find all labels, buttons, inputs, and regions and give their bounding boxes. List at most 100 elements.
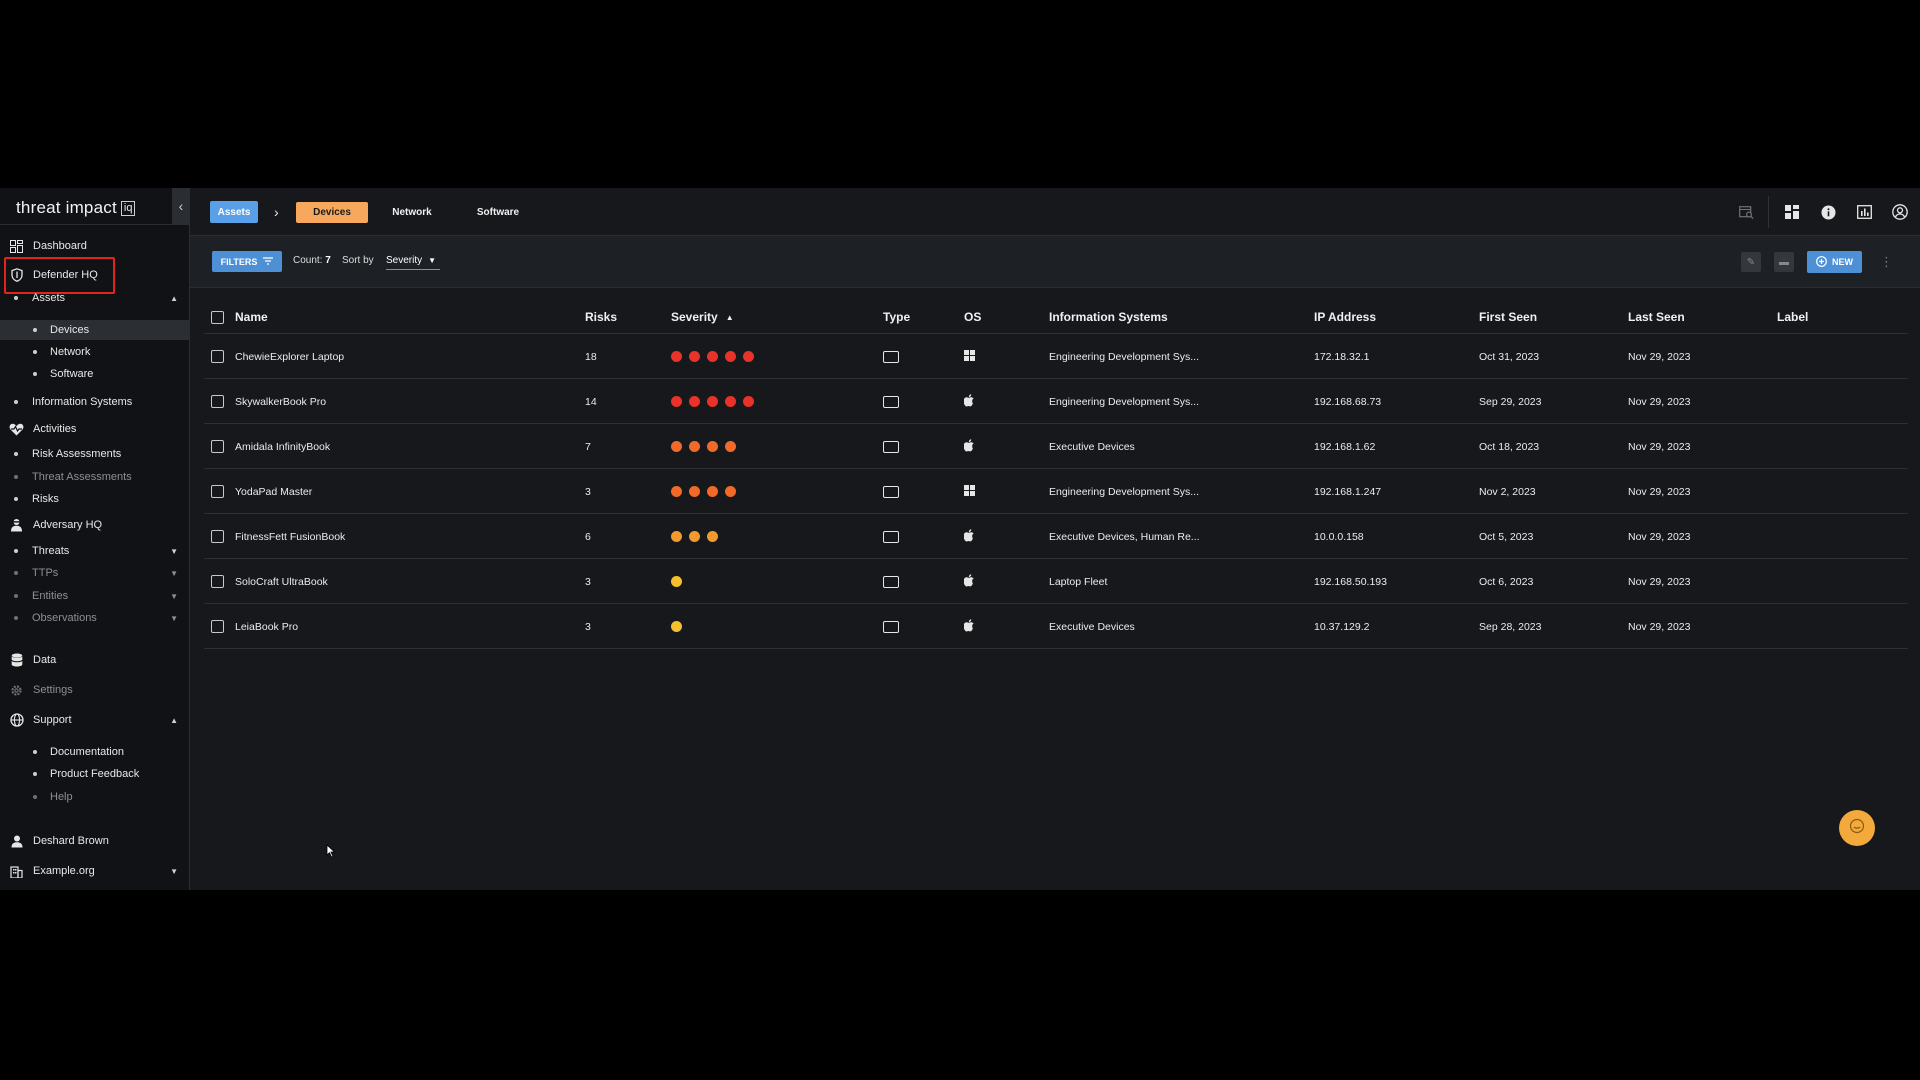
calendar-search-icon[interactable]: [1736, 202, 1756, 222]
cell-information-systems: Executive Devices: [1049, 620, 1135, 633]
cell-os: [963, 514, 975, 559]
sidebar-item-defender-hq[interactable]: Defender HQ: [0, 265, 190, 285]
table-row[interactable]: LeiaBook Pro 3 Executive Devices 10.37.129.…: [204, 604, 1908, 649]
sidebar-item-adversary-hq[interactable]: Adversary HQ: [0, 515, 190, 535]
column-header-os[interactable]: OS: [964, 310, 982, 324]
sidebar-item-threats[interactable]: Threats ▼: [0, 542, 190, 560]
table-row[interactable]: YodaPad Master 3 Engineering Development S…: [204, 469, 1908, 514]
shield-icon: [9, 268, 24, 283]
tab-network[interactable]: Network: [392, 207, 432, 218]
plus-circle-icon: [1816, 255, 1827, 269]
table-row[interactable]: ChewieExplorer Laptop 18 Engineering Devel…: [204, 334, 1908, 379]
sidebar-item-label: Risks: [32, 493, 59, 505]
grid-view-icon[interactable]: [1782, 202, 1802, 222]
account-circle-icon[interactable]: [1890, 202, 1910, 222]
sidebar-item-devices[interactable]: Devices: [0, 320, 190, 340]
column-header-type[interactable]: Type: [883, 310, 911, 324]
info-icon[interactable]: [1818, 202, 1838, 222]
table-row[interactable]: SkywalkerBook Pro 14 Engineering Developme…: [204, 379, 1908, 424]
sidebar-item-ttps[interactable]: TTPs ▼: [0, 564, 190, 582]
sidebar-item-dashboard[interactable]: Dashboard: [0, 236, 190, 256]
table-row[interactable]: Amidala InfinityBook 7 Executive Devices 19…: [204, 424, 1908, 469]
column-header-information-systems[interactable]: Information Systems: [1049, 310, 1168, 324]
table-row[interactable]: SoloCraft UltraBook 3 Laptop Fleet 192.168.…: [204, 559, 1908, 604]
row-checkbox[interactable]: [211, 334, 224, 379]
sidebar-item-activities[interactable]: Activities: [0, 419, 190, 439]
sidebar-item-help[interactable]: Help: [0, 788, 190, 806]
sidebar-item-label: Information Systems: [32, 396, 133, 408]
row-checkbox[interactable]: [211, 514, 224, 559]
sidebar-item-entities[interactable]: Entities ▼: [0, 587, 190, 605]
sidebar-item-product-feedback[interactable]: Product Feedback: [0, 765, 190, 783]
tab-devices[interactable]: Devices: [296, 202, 368, 223]
severity-dot: [671, 396, 682, 407]
row-checkbox[interactable]: [211, 604, 224, 649]
breadcrumb-assets[interactable]: Assets: [210, 201, 258, 223]
sidebar-item-risks[interactable]: Risks: [0, 490, 190, 508]
cell-last-seen: Nov 29, 2023: [1628, 440, 1691, 453]
table-header: Name Risks Severity ▲ Type OS Informatio…: [204, 300, 1908, 334]
bullet-icon: [33, 328, 37, 332]
adversary-icon: [9, 518, 24, 533]
collapse-sidebar-button[interactable]: ‹: [172, 188, 190, 224]
bullet-icon: [33, 750, 37, 754]
cell-first-seen: Oct 5, 2023: [1479, 530, 1534, 543]
filters-button[interactable]: FILTERS: [212, 251, 282, 272]
sidebar-item-user[interactable]: Deshard Brown: [0, 831, 190, 851]
cell-name[interactable]: LeiaBook Pro: [235, 620, 299, 633]
cell-risks: 7: [585, 440, 591, 453]
cell-name[interactable]: ChewieExplorer Laptop: [235, 350, 345, 363]
more-options-icon[interactable]: ⋮: [1880, 254, 1893, 269]
column-header-ip-address[interactable]: IP Address: [1314, 310, 1377, 324]
column-header-last-seen[interactable]: Last Seen: [1628, 310, 1685, 324]
row-checkbox[interactable]: [211, 424, 224, 469]
column-header-severity[interactable]: Severity ▲: [671, 300, 734, 334]
filter-lines-icon: [263, 256, 274, 267]
bullet-icon: [33, 772, 37, 776]
sidebar-item-documentation[interactable]: Documentation: [0, 743, 190, 761]
cell-risks: 3: [585, 620, 591, 633]
cell-severity: [671, 469, 743, 514]
cell-name[interactable]: YodaPad Master: [235, 485, 313, 498]
cell-name[interactable]: SkywalkerBook Pro: [235, 395, 327, 408]
sidebar-item-observations[interactable]: Observations ▼: [0, 609, 190, 627]
sidebar-item-support[interactable]: Support ▲: [0, 710, 190, 730]
column-header-first-seen[interactable]: First Seen: [1479, 310, 1538, 324]
sidebar-item-data[interactable]: Data: [0, 650, 190, 670]
column-header-name[interactable]: Name: [235, 310, 268, 324]
brand-logo[interactable]: threat impact iq: [16, 196, 136, 220]
sidebar-item-software[interactable]: Software: [0, 364, 190, 384]
select-all-checkbox[interactable]: [211, 300, 224, 334]
new-button[interactable]: NEW: [1807, 251, 1862, 273]
table-row[interactable]: FitnessFett FusionBook 6 Executive Devices…: [204, 514, 1908, 559]
delete-button[interactable]: ▬: [1774, 252, 1794, 272]
severity-dot: [707, 531, 718, 542]
row-checkbox[interactable]: [211, 379, 224, 424]
cell-name[interactable]: SoloCraft UltraBook: [235, 575, 328, 588]
cell-os: [963, 424, 975, 469]
sidebar-item-settings[interactable]: Settings: [0, 680, 190, 700]
column-header-risks[interactable]: Risks: [585, 310, 618, 324]
edit-button[interactable]: ✎: [1741, 252, 1761, 272]
apple-icon: [963, 393, 975, 410]
chat-support-button[interactable]: [1839, 810, 1875, 846]
severity-dot: [707, 396, 718, 407]
report-chart-icon[interactable]: [1854, 202, 1874, 222]
sidebar-item-assets[interactable]: Assets ▲: [0, 289, 190, 307]
sort-select[interactable]: Severity ▼: [386, 252, 441, 270]
sidebar-item-label: Adversary HQ: [33, 519, 103, 531]
sidebar-item-threat-assessments[interactable]: Threat Assessments: [0, 468, 190, 486]
column-header-label[interactable]: Label: [1777, 310, 1809, 324]
sidebar-item-information-systems[interactable]: Information Systems: [0, 393, 190, 411]
cell-ip-address: 192.168.50.193: [1314, 575, 1387, 588]
row-checkbox[interactable]: [211, 469, 224, 514]
cell-name[interactable]: Amidala InfinityBook: [235, 440, 331, 453]
cell-name[interactable]: FitnessFett FusionBook: [235, 530, 346, 543]
severity-dot: [707, 441, 718, 452]
cell-severity: [671, 604, 689, 649]
sidebar-item-organization[interactable]: Example.org ▼: [0, 861, 190, 881]
sidebar-item-risk-assessments[interactable]: Risk Assessments: [0, 445, 190, 463]
tab-software[interactable]: Software: [476, 207, 520, 218]
row-checkbox[interactable]: [211, 559, 224, 604]
sidebar-item-network[interactable]: Network: [0, 342, 190, 362]
